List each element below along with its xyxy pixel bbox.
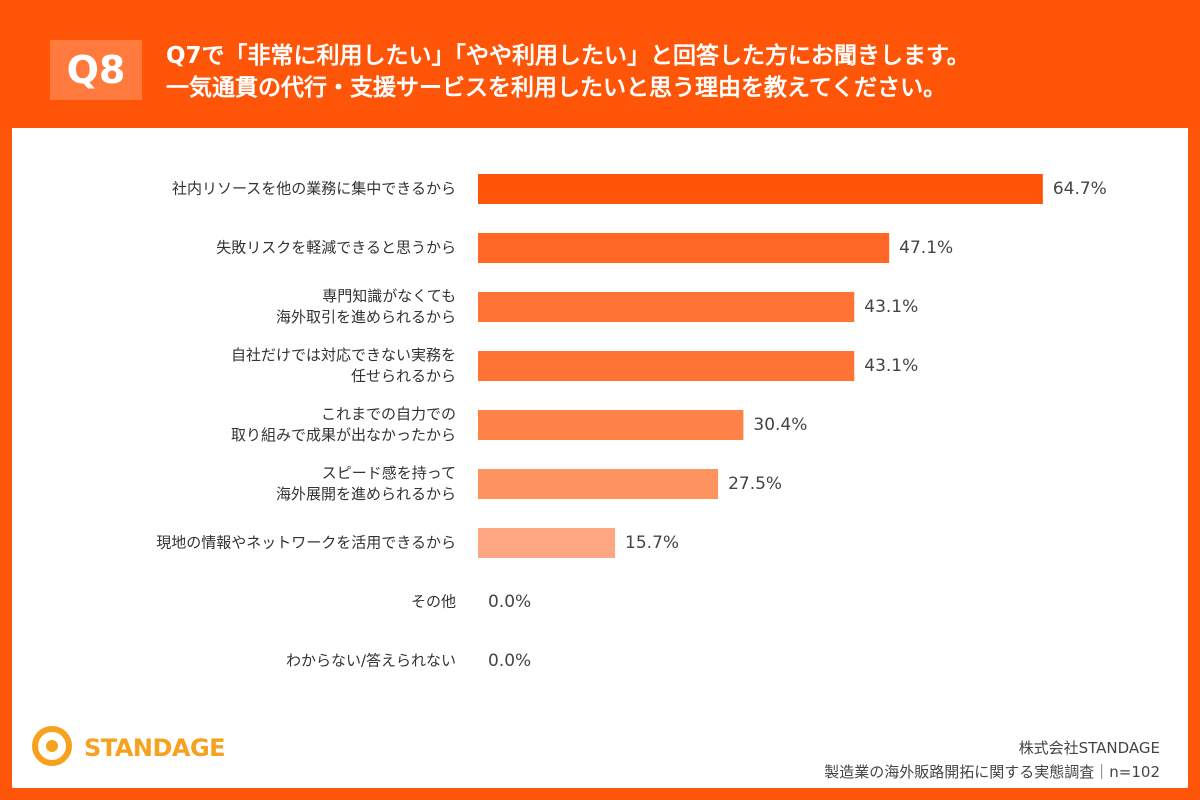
category-label: 専門知識がなくても 海外取引を進められるから: [275, 287, 456, 326]
value-label: 43.1%: [864, 356, 919, 376]
value-label: 64.7%: [1052, 179, 1107, 199]
category-label: これまでの自力での 取り組みで成果が出なかったから: [230, 405, 456, 444]
logo-icon: [32, 726, 72, 766]
title: Q7で「非常に利用したい」「やや利用したい」と回答した方にお聞きします。 一気通…: [166, 40, 970, 104]
category-label: 失敗リスクを軽減できると思うから: [216, 238, 456, 257]
bar: [478, 351, 855, 381]
title-line: 一気通貫の代行・支援サービスを利用したいと思う理由を教えてください。: [166, 75, 947, 101]
bar: [478, 469, 719, 499]
value-label: 47.1%: [899, 238, 954, 258]
bar: [478, 233, 890, 263]
bar: [478, 528, 616, 558]
category-label: スピード感を持って 海外展開を進められるから: [275, 464, 456, 503]
category-label: 自社だけでは対応できない実務を 任せられるから: [230, 346, 456, 385]
value-label: 0.0%: [488, 592, 532, 612]
value-label: 0.0%: [488, 651, 532, 671]
category-label: その他: [410, 592, 456, 611]
category-label: 現地の情報やネットワークを活用できるから: [156, 533, 456, 552]
company: 株式会社STANDAGE: [1018, 739, 1160, 757]
logo: STANDAGE: [84, 734, 226, 762]
value-label: 43.1%: [864, 297, 919, 317]
bar: [478, 292, 855, 322]
badge: Q8: [50, 40, 142, 100]
category-label: 社内リソースを他の業務に集中できるから: [172, 179, 456, 198]
survey: 製造業の海外販路開拓に関する実態調査｜n=102: [824, 763, 1160, 781]
bar: [478, 174, 1043, 204]
value-label: 30.4%: [753, 415, 808, 435]
value-label: 27.5%: [728, 474, 783, 494]
category-label: わからない/答えられない: [285, 651, 456, 670]
footer: 株式会社STANDAGE 製造業の海外販路開拓に関する実態調査｜n=102: [824, 736, 1160, 784]
logo-icon: [46, 740, 58, 752]
bar: [478, 410, 744, 440]
title-line: Q7で「非常に利用したい」「やや利用したい」と回答した方にお聞きします。: [166, 43, 970, 69]
value-label: 15.7%: [625, 533, 680, 553]
